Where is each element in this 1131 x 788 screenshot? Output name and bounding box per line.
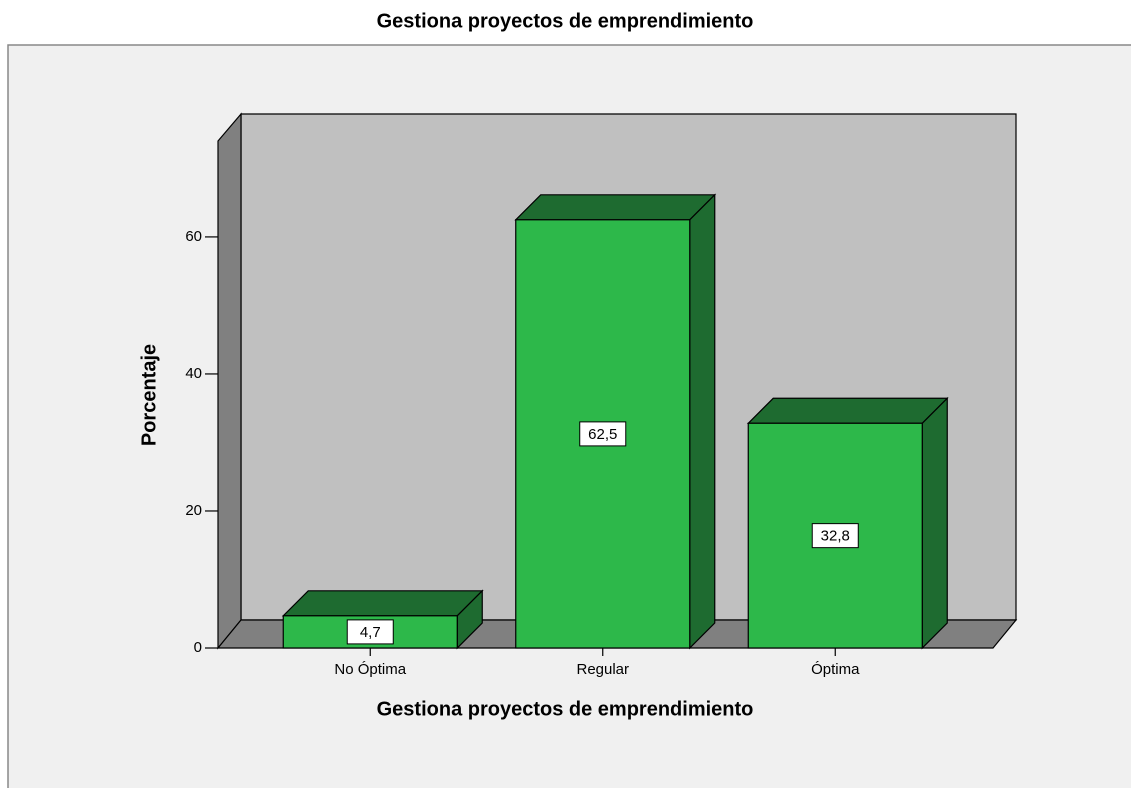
y-tick-label: 0 — [194, 639, 202, 656]
y-tick-label: 40 — [185, 365, 202, 382]
value-label: 62,5 — [588, 426, 617, 443]
bar-side — [689, 193, 716, 650]
x-tick-label: Regular — [576, 661, 629, 678]
value-label-box — [811, 523, 859, 549]
value-label: 32,8 — [821, 528, 850, 545]
left-wall — [217, 112, 242, 650]
y-tick-label: 20 — [185, 502, 202, 519]
x-axis-title: Gestiona proyectos de emprendimiento — [377, 698, 754, 720]
x-tick-label: No Óptima — [334, 661, 406, 678]
x-tick-label: Óptima — [811, 661, 860, 678]
value-label-box — [346, 619, 394, 645]
bar-top — [514, 194, 717, 221]
y-tick-label: 60 — [185, 228, 202, 245]
value-label: 4,7 — [360, 624, 381, 641]
value-label-box — [579, 421, 627, 447]
bar-top — [281, 590, 484, 617]
bar-side — [921, 396, 948, 650]
y-axis-title: Porcentaje — [138, 344, 160, 446]
chart-title: Gestiona proyectos de emprendimiento — [377, 10, 754, 32]
bar-top — [746, 397, 949, 424]
